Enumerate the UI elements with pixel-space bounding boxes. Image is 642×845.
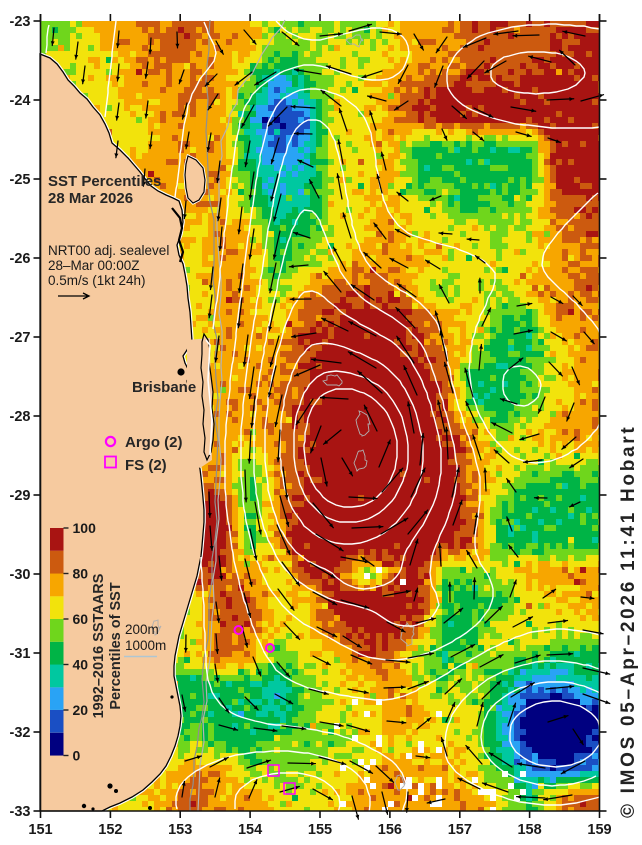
svg-text:60: 60 (73, 611, 89, 627)
svg-text:Argo (2): Argo (2) (125, 434, 183, 451)
svg-text:-25: -25 (10, 172, 31, 188)
svg-text:151: 151 (28, 822, 52, 838)
svg-text:SST Percentiles: SST Percentiles (48, 173, 161, 190)
svg-text:-29: -29 (10, 488, 31, 504)
svg-text:0: 0 (73, 748, 81, 764)
svg-text:-32: -32 (10, 725, 31, 741)
svg-text:Percentiles of SST: Percentiles of SST (108, 582, 124, 709)
svg-text:Brisbane: Brisbane (132, 379, 196, 396)
svg-text:28 Mar 2026: 28 Mar 2026 (48, 190, 133, 207)
svg-text:© IMOS 05–Apr–2026 11:41 Hobar: © IMOS 05–Apr–2026 11:41 Hobart (618, 425, 639, 818)
svg-text:28–Mar 00:00Z: 28–Mar 00:00Z (48, 258, 140, 273)
svg-text:152: 152 (98, 822, 122, 838)
svg-text:-24: -24 (10, 93, 31, 109)
svg-text:1000m: 1000m (125, 638, 166, 653)
svg-text:20: 20 (73, 702, 89, 718)
svg-text:200m: 200m (125, 622, 159, 637)
svg-text:-30: -30 (10, 567, 31, 583)
svg-text:0.5m/s (1kt 24h): 0.5m/s (1kt 24h) (48, 273, 146, 288)
svg-text:154: 154 (238, 822, 262, 838)
svg-text:80: 80 (73, 566, 89, 582)
svg-text:-33: -33 (10, 804, 31, 820)
svg-text:159: 159 (587, 822, 611, 838)
svg-text:-28: -28 (10, 409, 31, 425)
svg-text:-23: -23 (10, 14, 31, 30)
svg-text:1992–2016 SSTAARS: 1992–2016 SSTAARS (91, 573, 107, 718)
svg-text:-27: -27 (10, 330, 31, 346)
svg-text:155: 155 (308, 822, 332, 838)
svg-text:NRT00 adj. sealevel: NRT00 adj. sealevel (48, 243, 169, 258)
svg-text:-26: -26 (10, 251, 31, 267)
svg-text:100: 100 (73, 520, 97, 536)
svg-text:FS (2): FS (2) (125, 457, 167, 474)
svg-text:157: 157 (448, 822, 472, 838)
svg-text:40: 40 (73, 657, 89, 673)
svg-text:158: 158 (517, 822, 541, 838)
svg-text:153: 153 (168, 822, 192, 838)
svg-text:-31: -31 (10, 646, 31, 662)
svg-text:156: 156 (378, 822, 402, 838)
